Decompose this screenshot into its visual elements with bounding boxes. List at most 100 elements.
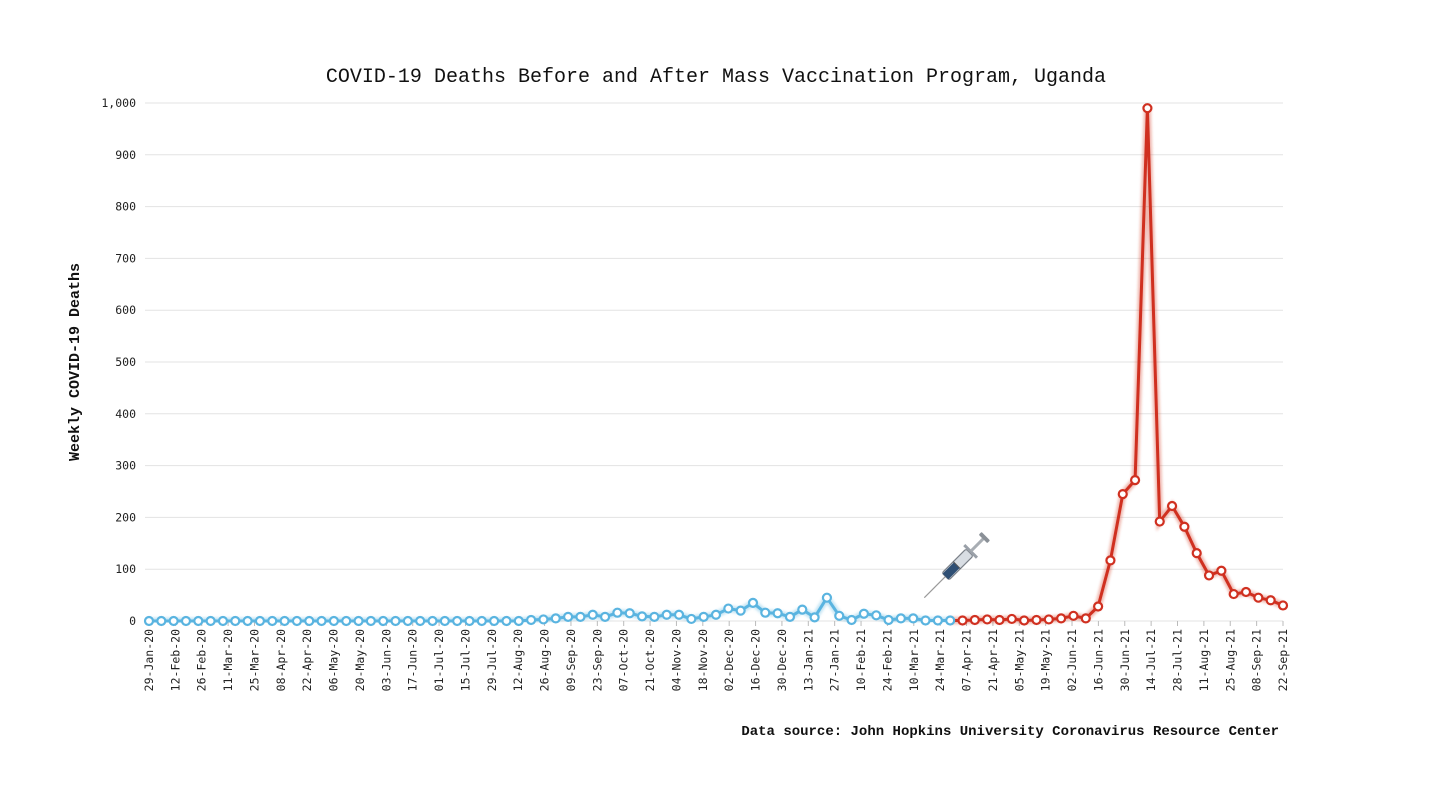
x-tick-label: 11-Mar-20 — [221, 629, 235, 691]
series-line — [950, 106, 1284, 622]
data-point — [772, 608, 783, 619]
y-tick-label: 700 — [115, 251, 136, 265]
y-tick-label: 300 — [115, 459, 136, 473]
data-point — [846, 614, 857, 626]
data-point — [587, 609, 598, 620]
x-tick-label: 01-Jul-20 — [432, 629, 446, 691]
x-tick-label: 11-Aug-21 — [1197, 629, 1211, 691]
x-tick-label: 29-Jan-20 — [142, 629, 156, 691]
data-point — [1228, 588, 1239, 600]
data-point — [279, 615, 290, 627]
x-tick-label: 24-Mar-21 — [933, 629, 947, 691]
data-point — [1019, 615, 1030, 626]
data-point — [242, 615, 253, 627]
data-point — [698, 611, 709, 622]
y-axis-ticks: 0 100 200 300 400 500 600 700 800 900 1,000 — [101, 96, 136, 628]
data-point — [735, 605, 746, 616]
data-point — [476, 615, 487, 627]
data-point — [304, 615, 315, 627]
x-tick-label: 19-May-21 — [1039, 629, 1053, 691]
x-tick-label: 30-Jun-21 — [1118, 629, 1132, 691]
data-point — [883, 614, 894, 626]
data-point — [575, 611, 586, 622]
data-point — [636, 611, 648, 622]
x-tick-label: 10-Mar-21 — [907, 629, 921, 691]
data-point — [908, 613, 919, 624]
data-point — [143, 615, 155, 627]
data-point — [969, 614, 980, 626]
data-point — [1068, 610, 1079, 621]
data-point — [390, 615, 401, 627]
data-point — [1117, 488, 1128, 500]
data-point — [291, 615, 303, 627]
data-point — [156, 615, 167, 627]
data-point — [661, 609, 672, 620]
data-point — [193, 615, 204, 627]
syringe-icon — [923, 532, 990, 599]
data-point — [1080, 613, 1091, 624]
data-point — [599, 611, 611, 622]
data-point — [168, 615, 179, 627]
data-point — [180, 615, 192, 627]
data-point — [1031, 614, 1042, 626]
data-point — [994, 614, 1005, 626]
data-point — [957, 615, 968, 626]
data-point — [513, 615, 524, 627]
data-source: Data source: John Hopkins University Cor… — [741, 724, 1279, 740]
data-point — [760, 607, 771, 618]
x-tick-label: 22-Sep-21 — [1276, 629, 1290, 691]
data-point — [341, 615, 352, 627]
series-lines — [149, 106, 1285, 625]
x-tick-label: 03-Jun-20 — [379, 629, 393, 691]
x-tick-label: 07-Oct-20 — [617, 629, 631, 691]
x-tick-label: 18-Nov-20 — [696, 629, 710, 691]
data-point — [316, 615, 327, 627]
x-tick-label: 10-Feb-21 — [854, 629, 868, 691]
x-tick-label: 25-Aug-21 — [1223, 629, 1237, 691]
data-point — [784, 611, 796, 622]
data-point — [920, 615, 931, 626]
data-point — [858, 608, 870, 619]
data-point — [1093, 601, 1104, 612]
data-point — [526, 614, 537, 626]
data-point — [686, 613, 697, 625]
data-point — [378, 615, 389, 627]
data-point — [439, 615, 450, 627]
x-axis-ticks: 29-Jan-20 12-Feb-20 26-Feb-20 11-Mar-20 25-M… — [142, 621, 1290, 691]
x-tick-label: 24-Feb-21 — [880, 629, 894, 691]
x-tick-label: 26-Feb-20 — [195, 629, 209, 691]
data-point — [1142, 103, 1153, 114]
data-point — [821, 592, 833, 603]
y-tick-label: 400 — [115, 407, 136, 421]
x-tick-label: 12-Feb-20 — [168, 629, 182, 691]
x-tick-label: 25-Mar-20 — [247, 629, 261, 691]
y-tick-label: 0 — [129, 614, 136, 628]
x-tick-label: 20-May-20 — [353, 629, 367, 691]
data-point — [1277, 600, 1289, 611]
data-point — [1203, 570, 1215, 581]
data-point — [1253, 592, 1264, 603]
data-point — [217, 615, 229, 627]
data-point — [834, 610, 845, 621]
x-tick-label: 02-Dec-20 — [722, 629, 736, 691]
data-point — [254, 615, 266, 627]
data-point — [415, 615, 426, 627]
y-tick-label: 200 — [115, 510, 136, 524]
x-tick-label: 21-Oct-20 — [643, 629, 657, 691]
x-tick-label: 17-Jun-20 — [406, 629, 420, 691]
data-point — [871, 610, 882, 621]
x-tick-label: 05-May-21 — [1012, 629, 1026, 691]
x-tick-label: 30-Dec-20 — [775, 629, 789, 691]
data-point — [267, 615, 278, 627]
y-tick-label: 900 — [115, 148, 136, 162]
y-tick-label: 800 — [115, 200, 136, 214]
data-point — [932, 615, 943, 626]
x-tick-label: 23-Sep-20 — [590, 629, 604, 691]
data-point — [1216, 565, 1227, 576]
data-point — [710, 609, 722, 620]
x-tick-label: 08-Apr-20 — [274, 629, 288, 691]
data-point — [402, 615, 413, 627]
data-point — [538, 614, 549, 625]
x-tick-label: 06-May-20 — [327, 629, 341, 691]
